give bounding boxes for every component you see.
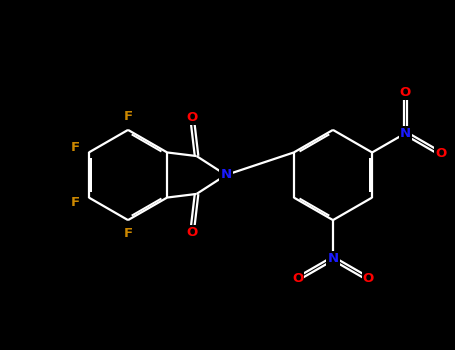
Text: F: F — [71, 141, 80, 154]
Text: O: O — [400, 86, 411, 99]
Text: N: N — [328, 252, 339, 265]
Text: F: F — [71, 196, 80, 209]
Text: F: F — [123, 110, 132, 123]
Text: N: N — [220, 168, 232, 182]
Text: N: N — [400, 127, 411, 140]
Text: O: O — [435, 147, 446, 160]
Text: O: O — [187, 226, 197, 239]
Text: O: O — [292, 272, 303, 285]
Text: F: F — [123, 227, 132, 240]
Text: O: O — [187, 111, 197, 124]
Text: O: O — [363, 272, 374, 285]
